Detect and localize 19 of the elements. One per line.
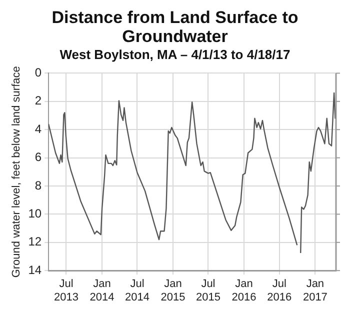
x-tick-label: Jul 2016 bbox=[267, 278, 292, 304]
chart-subtitle: West Boylston, MA – 4/1/13 to 4/18/17 bbox=[58, 47, 292, 63]
y-tick-label: 0 bbox=[34, 66, 42, 80]
y-tick-label: 6 bbox=[34, 150, 42, 164]
x-tick-label: Jan 2016 bbox=[232, 278, 256, 304]
x-tick-label: Jul 2014 bbox=[124, 278, 150, 304]
y-tick-label: 4 bbox=[34, 122, 42, 136]
y-tick-label: 14 bbox=[28, 262, 42, 277]
y-tick-label: 8 bbox=[34, 178, 42, 192]
y-axis-title: Ground water level, feet below land surface bbox=[10, 66, 23, 278]
y-tick-label: 2 bbox=[34, 94, 42, 108]
x-tick-label: Jan 2015 bbox=[160, 278, 186, 304]
y-tick-label: 10 bbox=[28, 206, 42, 221]
y-tick-label: 12 bbox=[28, 234, 42, 249]
x-tick-label: Jul 2015 bbox=[196, 278, 220, 304]
chart-title: Distance from Land Surface to Groundwater bbox=[50, 8, 300, 46]
x-tick-label: Jan 2014 bbox=[90, 278, 114, 304]
x-tick-label: Jan 2017 bbox=[302, 278, 328, 304]
x-tick-label: Jul 2013 bbox=[54, 278, 78, 304]
